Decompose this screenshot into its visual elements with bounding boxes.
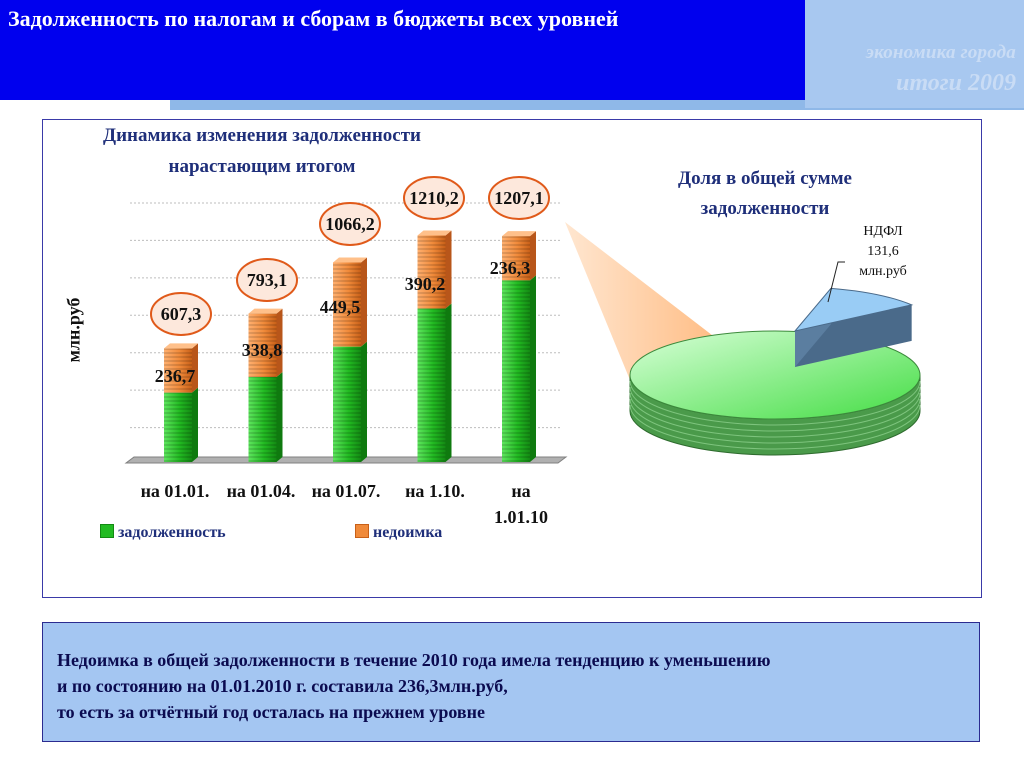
legend-item-arrears: недоимка <box>355 524 442 542</box>
pie-chart-title-line1: Доля в общей сумме <box>678 168 852 189</box>
bar-chart-title-line2: нарастающим итогом <box>168 156 356 177</box>
legend-label-debt: задолженность <box>118 524 226 541</box>
pie-chart-title-line2: задолженности <box>700 198 830 219</box>
summary-line-2: и по состоянию на 01.01.2010 г. составил… <box>57 676 508 696</box>
y-axis-label: млн.руб <box>63 297 84 363</box>
brand-line-1: экономика города <box>866 42 1016 63</box>
x-tick-label-5: на 1.01.10 <box>476 478 566 530</box>
x-tick-label-5-line2: 1.01.10 <box>494 507 548 527</box>
x-tick-label-3: на 01.07. <box>311 481 381 501</box>
legend-swatch-arrears <box>355 524 369 538</box>
legend-swatch-debt <box>100 524 114 538</box>
legend-item-debt: задолженность <box>100 524 226 542</box>
x-tick-label-1: на 01.01. <box>140 481 210 501</box>
bar-chart-title: Динамика изменения задолженности нараста… <box>62 120 462 182</box>
summary-line-1: Недоимка в общей задолженности в течение… <box>57 650 771 670</box>
pie-annotation: НДФЛ 131,6 млн.руб <box>842 222 924 282</box>
pie-annotation-unit: млн.руб <box>859 264 907 279</box>
pie-annotation-value: 131,6 <box>867 244 899 259</box>
x-tick-label-2: на 01.04. <box>226 481 296 501</box>
header-bar <box>0 0 805 100</box>
x-tick-label-5-line1: на <box>511 481 531 501</box>
brand-line-2: итоги 2009 <box>896 70 1016 96</box>
brand-box <box>805 0 1024 108</box>
legend-label-arrears: недоимка <box>373 524 443 541</box>
pie-chart-title: Доля в общей сумме задолженности <box>640 164 890 224</box>
pie-annotation-name: НДФЛ <box>863 224 903 239</box>
summary-box: Недоимка в общей задолженности в течение… <box>42 622 980 742</box>
summary-line-3: то есть за отчётный год осталась на преж… <box>57 702 485 722</box>
slide-title: Задолженность по налогам и сборам в бюдж… <box>8 6 619 31</box>
x-tick-label-4: на 1.10. <box>405 481 465 501</box>
bar-chart-title-line1: Динамика изменения задолженности <box>103 125 421 146</box>
